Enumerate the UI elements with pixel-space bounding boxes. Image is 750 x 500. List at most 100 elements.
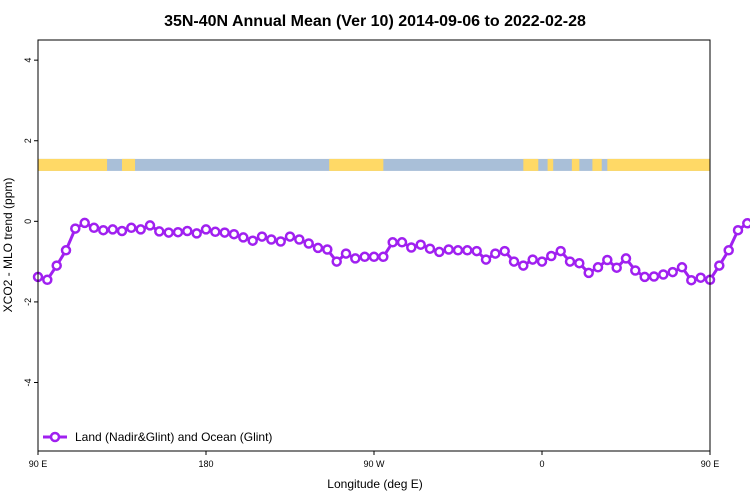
data-point — [163, 227, 174, 238]
land-ocean-bar — [38, 158, 710, 171]
data-point — [98, 224, 109, 236]
x-axis-label: Longitude (deg E) — [327, 477, 422, 491]
series-land-ocean — [32, 217, 750, 286]
land-segment — [607, 158, 710, 171]
data-point — [275, 236, 286, 247]
data-point — [322, 244, 333, 255]
data-point — [667, 266, 678, 278]
data-point — [583, 267, 594, 279]
data-point — [527, 254, 538, 265]
data-point — [639, 271, 650, 283]
data-point — [116, 225, 128, 237]
data-point — [144, 220, 156, 231]
data-point — [742, 218, 750, 229]
data-point — [331, 256, 342, 267]
x-tick-label: 180 — [198, 459, 213, 469]
data-point — [182, 225, 193, 237]
data-point — [443, 244, 454, 255]
data-point — [648, 271, 660, 282]
data-point — [462, 245, 473, 256]
data-point — [266, 234, 277, 245]
data-point — [200, 224, 212, 235]
data-point — [434, 246, 445, 258]
data-point — [499, 245, 510, 257]
data-point — [42, 274, 53, 286]
data-point — [368, 251, 380, 263]
x-tick-label: 90 E — [701, 459, 720, 469]
data-point — [452, 245, 464, 256]
data-point — [303, 238, 314, 249]
data-point — [79, 217, 90, 229]
data-point — [191, 228, 202, 239]
data-point — [294, 234, 305, 245]
y-axis-label: XCO2 - MLO trend (ppm) — [1, 178, 15, 313]
legend-label: Land (Nadir&Glint) and Ocean (Glint) — [75, 430, 272, 444]
data-point — [564, 256, 576, 267]
data-point — [546, 250, 557, 262]
data-point — [172, 226, 184, 238]
y-tick-label: 0 — [23, 219, 33, 224]
data-point — [312, 242, 324, 254]
data-point — [359, 251, 370, 263]
y-tick-label: -2 — [23, 298, 33, 306]
land-segment — [122, 158, 136, 171]
land-segment — [523, 158, 539, 171]
y-tick-label: -4 — [23, 378, 33, 386]
plot-frame — [37, 39, 711, 452]
data-point — [732, 224, 744, 236]
land-segment — [592, 158, 602, 171]
data-point — [219, 227, 230, 238]
data-point — [406, 242, 417, 253]
data-point — [154, 226, 165, 237]
data-point — [70, 223, 81, 234]
data-point — [471, 245, 482, 257]
data-point — [88, 222, 100, 234]
legend: Land (Nadir&Glint) and Ocean (Glint) — [43, 430, 272, 444]
x-tick-label: 90 W — [363, 459, 385, 469]
data-point — [620, 253, 632, 264]
data-point — [396, 237, 408, 248]
data-point — [611, 262, 622, 273]
legend-marker — [49, 431, 61, 443]
data-point — [424, 243, 436, 254]
data-point — [695, 272, 706, 283]
data-point — [247, 235, 258, 246]
data-point — [126, 222, 137, 234]
data-point — [107, 224, 118, 235]
land-segment — [329, 158, 384, 171]
data-point — [630, 265, 641, 276]
data-point — [658, 269, 669, 280]
data-point — [723, 245, 734, 256]
data-point — [238, 232, 249, 243]
data-point — [387, 237, 398, 248]
data-point — [228, 228, 240, 240]
data-point — [51, 260, 62, 271]
y-tick-label: 2 — [23, 138, 33, 143]
data-point — [490, 248, 501, 259]
land-segment — [547, 158, 554, 171]
data-point — [350, 253, 361, 264]
data-point — [574, 257, 585, 269]
data-point — [518, 260, 529, 271]
data-point — [284, 231, 296, 242]
x-tick-label: 0 — [539, 459, 544, 469]
data-point — [60, 245, 72, 256]
x-axis: 90 E 180 90 W 0 90 E — [29, 451, 720, 469]
y-axis: 4 2 0 -2 -4 — [23, 58, 38, 387]
data-point — [135, 224, 146, 235]
data-point — [686, 274, 697, 286]
x-tick-label: 90 E — [29, 459, 48, 469]
data-point — [536, 256, 548, 267]
data-point — [602, 254, 613, 266]
data-point — [210, 226, 221, 238]
data-point — [555, 245, 566, 257]
data-point — [592, 262, 604, 273]
land-segment — [38, 158, 108, 171]
data-point — [378, 251, 389, 263]
data-point — [415, 239, 426, 250]
data-point — [714, 260, 725, 271]
data-point — [256, 231, 268, 242]
data-point — [480, 254, 492, 265]
data-point — [508, 256, 520, 267]
